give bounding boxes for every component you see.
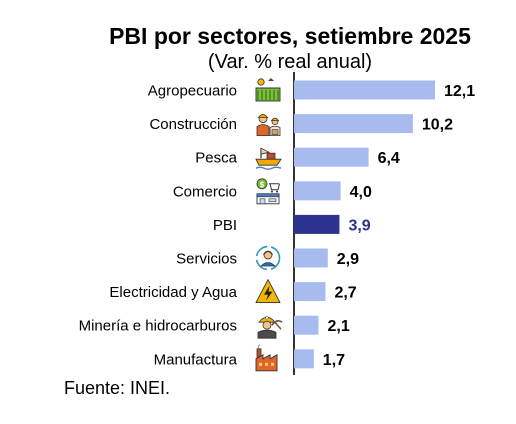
category-label-manufactura: Manufactura [154,351,238,368]
category-label-mineria-e-hidrocarburos: Minería e hidrocarburos [79,318,237,335]
bar-mineria-e-hidrocarburos [294,315,319,335]
category-label-pesca: Pesca [195,150,237,167]
value-label-agropecuario: 12,1 [444,83,475,100]
category-label-construccion: Construcción [149,116,237,133]
chart-subtitle: (Var. % real anual) [207,51,373,73]
bar-construccion [294,114,413,134]
construction-workers-icon [256,113,281,137]
value-label-mineria-e-hidrocarburos: 2,1 [327,318,349,335]
farm-field-icon [255,77,281,102]
bar-pesca [294,147,369,167]
fishing-boat-icon [255,147,282,170]
category-label-servicios: Servicios [176,251,237,268]
customer-service-icon [255,245,281,271]
category-label-electricidad-y-agua: Electricidad y Agua [109,284,237,301]
chart-title: PBI por sectores, setiembre 2025 [109,23,471,49]
value-label-pbi: 3,9 [348,217,370,234]
value-label-servicios: 2,9 [337,251,359,268]
bar-electricidad-y-agua [294,282,326,302]
source-note: Fuente: INEI. [64,378,171,398]
value-label-construccion: 10,2 [422,117,453,134]
category-label-pbi: PBI [213,217,237,234]
lightning-bolt-icon [255,279,281,304]
value-label-pesca: 6,4 [378,150,400,167]
factory-icon [255,344,278,372]
bar-servicios [294,248,328,268]
bar-agropecuario [294,80,435,100]
miner-worker-icon [257,315,283,340]
value-label-manufactura: 1,7 [323,352,345,369]
value-label-comercio: 4,0 [350,184,372,201]
bar-comercio [294,181,341,201]
category-label-agropecuario: Agropecuario [148,83,237,100]
value-label-electricidad-y-agua: 2,7 [334,285,356,302]
store-shopping-icon [256,178,280,205]
bar-pbi [294,214,340,234]
bar-manufactura [294,349,314,369]
category-label-comercio: Comercio [173,183,237,200]
